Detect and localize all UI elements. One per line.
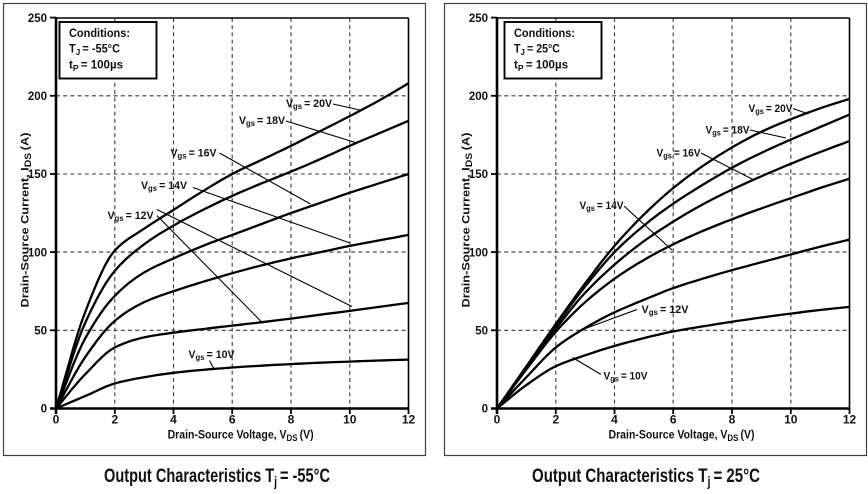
svg-text:0: 0 bbox=[482, 404, 488, 416]
svg-text:8: 8 bbox=[288, 413, 295, 427]
svg-text:TJ = -55°C: TJ = -55°C bbox=[69, 44, 120, 58]
svg-text:200: 200 bbox=[28, 91, 47, 103]
svg-text:Vgs = 20V: Vgs = 20V bbox=[286, 98, 333, 111]
svg-text:2: 2 bbox=[552, 413, 559, 427]
svg-text:250: 250 bbox=[469, 13, 488, 25]
svg-text:Drain-Source Voltage, VDS (V): Drain-Source Voltage, VDS (V) bbox=[168, 428, 314, 444]
svg-text:Drain-Source Current, IDS (A): Drain-Source Current, IDS (A) bbox=[460, 132, 474, 307]
svg-text:8: 8 bbox=[729, 413, 736, 427]
svg-text:Vgs = 10V: Vgs = 10V bbox=[189, 349, 236, 362]
svg-text:250: 250 bbox=[28, 13, 47, 25]
svg-text:12: 12 bbox=[843, 413, 857, 427]
svg-text:Conditions:: Conditions: bbox=[514, 28, 575, 40]
svg-text:100: 100 bbox=[469, 247, 488, 259]
svg-text:0: 0 bbox=[53, 413, 60, 427]
svg-text:200: 200 bbox=[469, 91, 488, 103]
svg-text:4: 4 bbox=[170, 413, 177, 427]
svg-text:Drain-Source Voltage, VDS (V): Drain-Source Voltage, VDS (V) bbox=[609, 428, 755, 444]
svg-text:Conditions:: Conditions: bbox=[69, 28, 130, 40]
svg-text:Vgs = 12V: Vgs = 12V bbox=[108, 210, 155, 223]
svg-text:Vgs = 12V: Vgs = 12V bbox=[642, 304, 690, 317]
svg-text:10: 10 bbox=[343, 413, 357, 427]
svg-text:Vgs = 18V: Vgs = 18V bbox=[706, 125, 751, 138]
svg-text:0: 0 bbox=[494, 413, 501, 427]
svg-text:Vgs = 14V: Vgs = 14V bbox=[580, 200, 625, 213]
svg-text:6: 6 bbox=[670, 413, 677, 427]
svg-text:2: 2 bbox=[111, 413, 118, 427]
svg-text:150: 150 bbox=[28, 169, 47, 181]
svg-text:tP = 100µs: tP = 100µs bbox=[514, 60, 568, 74]
svg-text:Vgs = 16V: Vgs = 16V bbox=[657, 148, 702, 161]
svg-text:TJ = 25°C: TJ = 25°C bbox=[514, 44, 560, 58]
svg-text:100: 100 bbox=[28, 247, 47, 259]
svg-text:6: 6 bbox=[229, 413, 236, 427]
svg-text:Vgs = 20V: Vgs = 20V bbox=[749, 103, 794, 116]
svg-text:50: 50 bbox=[34, 326, 47, 338]
svg-text:Vgs = 16V: Vgs = 16V bbox=[171, 148, 218, 161]
svg-text:12: 12 bbox=[402, 413, 416, 427]
svg-text:4: 4 bbox=[611, 413, 618, 427]
svg-text:0: 0 bbox=[41, 404, 47, 416]
svg-text:Vgs = 18V: Vgs = 18V bbox=[239, 115, 286, 128]
svg-text:Output Characteristics Tj = -5: Output Characteristics Tj = -55°C bbox=[104, 465, 330, 489]
svg-text:tP = 100µs: tP = 100µs bbox=[69, 60, 123, 74]
svg-text:50: 50 bbox=[475, 326, 488, 338]
svg-text:10: 10 bbox=[784, 413, 798, 427]
svg-text:Output Characteristics Tj = 25: Output Characteristics Tj = 25°C bbox=[532, 465, 760, 489]
svg-text:Vgs = 10V: Vgs = 10V bbox=[604, 371, 649, 384]
svg-text:150: 150 bbox=[469, 169, 488, 181]
svg-text:Vgs = 14V: Vgs = 14V bbox=[141, 180, 188, 193]
svg-text:Drain-Source Current, IDS (A): Drain-Source Current, IDS (A) bbox=[19, 132, 33, 307]
